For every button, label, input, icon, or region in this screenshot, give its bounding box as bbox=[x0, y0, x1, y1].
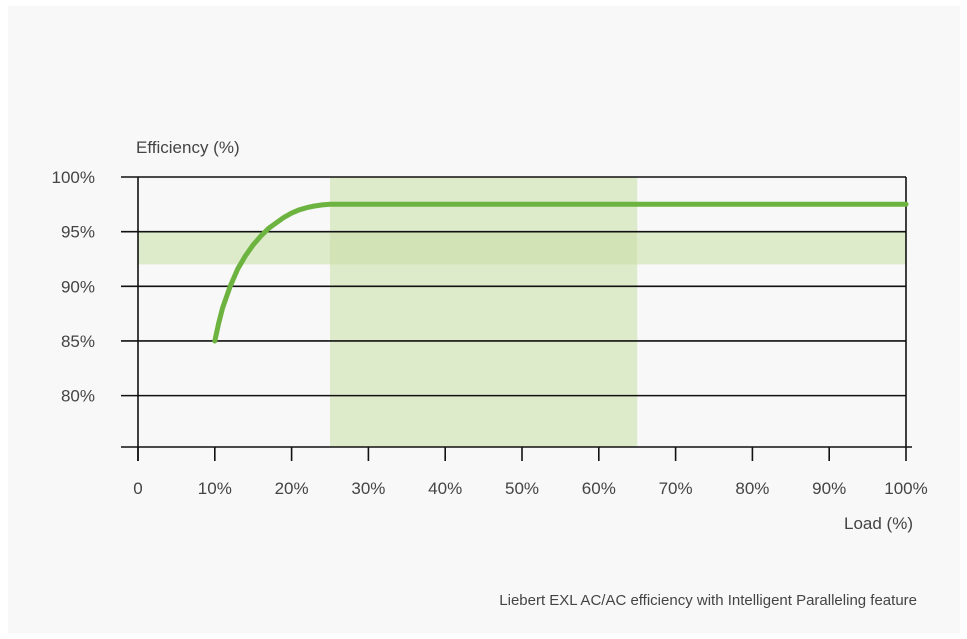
x-tick-label: 60% bbox=[582, 479, 616, 498]
chart-card: 100% 95% 90% 85% 80% 0 10% 20% 30% 40% 50% 60% 70% 80… bbox=[8, 6, 960, 633]
y-tick-label: 100% bbox=[52, 168, 95, 187]
x-axis-title: Load (%) bbox=[844, 514, 913, 533]
x-tick-label: 40% bbox=[428, 479, 462, 498]
x-tick-label: 20% bbox=[275, 479, 309, 498]
x-tick-label: 90% bbox=[812, 479, 846, 498]
y-axis-title: Efficiency (%) bbox=[136, 138, 240, 157]
x-tick-label: 70% bbox=[659, 479, 693, 498]
y-tick-label: 90% bbox=[61, 277, 95, 296]
y-tick-label: 95% bbox=[61, 223, 95, 242]
x-tick-label: 50% bbox=[505, 479, 539, 498]
chart-caption: Liebert EXL AC/AC efficiency with Intell… bbox=[499, 592, 917, 609]
y-tick-label: 85% bbox=[61, 332, 95, 351]
x-tick-label: 100% bbox=[884, 479, 927, 498]
x-tick-label: 80% bbox=[735, 479, 769, 498]
x-tick-label: 0 bbox=[133, 479, 142, 498]
efficiency-series-line bbox=[212, 201, 909, 344]
highlight-band-efficiency bbox=[138, 231, 906, 265]
highlight-band-load bbox=[330, 177, 638, 447]
x-tick-label: 10% bbox=[198, 479, 232, 498]
y-tick-label: 80% bbox=[61, 387, 95, 406]
x-tick-label: 30% bbox=[351, 479, 385, 498]
efficiency-chart: 100% 95% 90% 85% 80% 0 10% 20% 30% 40% 50% 60% 70% 80… bbox=[52, 138, 928, 609]
